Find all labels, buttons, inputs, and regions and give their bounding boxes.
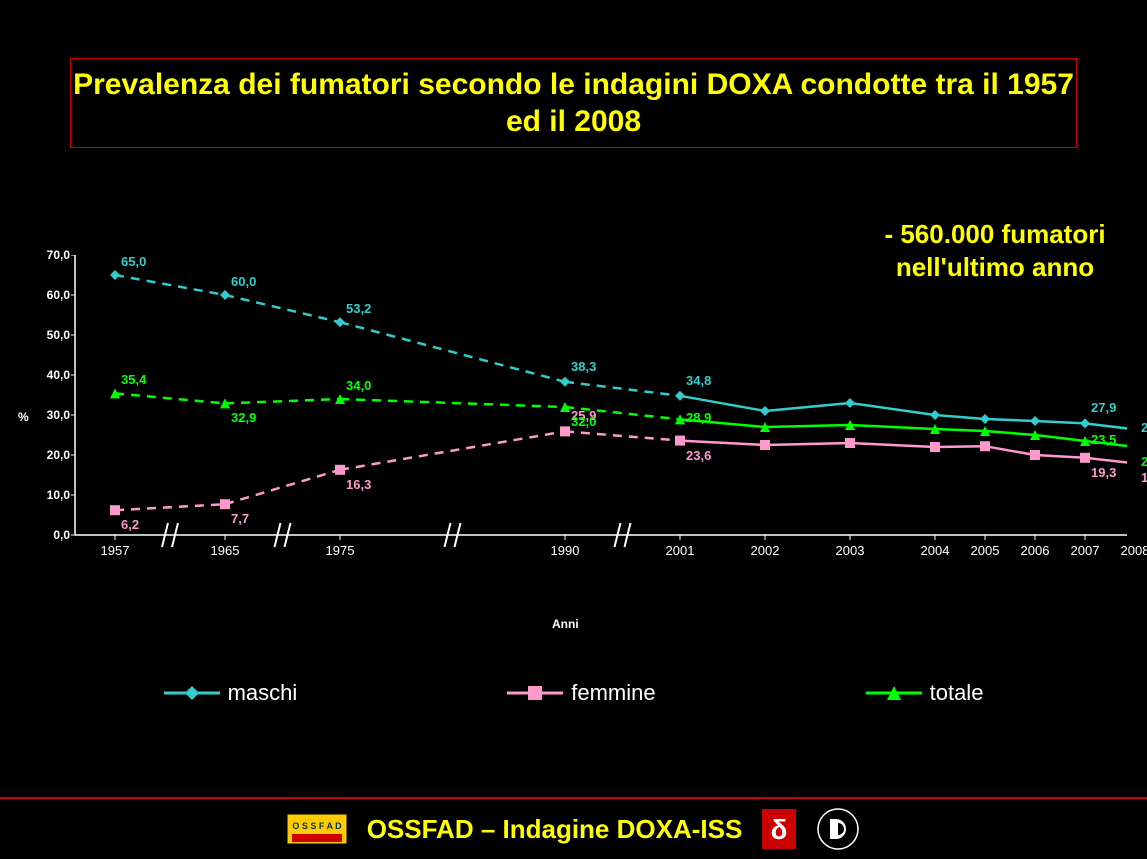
y-tick-label: 50,0	[20, 328, 70, 342]
y-tick-label: 0,0	[20, 528, 70, 542]
x-tick-label: 1975	[326, 543, 355, 558]
data-label: 22,0	[1141, 454, 1147, 469]
svg-text:δ: δ	[771, 814, 788, 845]
footer: O S S F A D OSSFAD – Indagine DOXA-ISS δ	[0, 797, 1147, 859]
slide: Prevalenza dei fumatori secondo le indag…	[0, 0, 1147, 859]
data-label: 34,8	[686, 373, 711, 388]
y-tick-label: 40,0	[20, 368, 70, 382]
footer-text: OSSFAD – Indagine DOXA-ISS	[367, 814, 743, 845]
x-tick-label: 2008	[1121, 543, 1147, 558]
legend: maschi femmine totale	[0, 680, 1147, 706]
legend-label: totale	[930, 680, 984, 706]
data-label: 28,9	[686, 410, 711, 425]
data-label: 27,9	[1091, 400, 1116, 415]
x-tick-label: 2002	[751, 543, 780, 558]
x-axis-label: Anni	[552, 617, 579, 631]
data-label: 60,0	[231, 274, 256, 289]
y-tick-label: 20,0	[20, 448, 70, 462]
data-label: 32,9	[231, 410, 256, 425]
data-label: 26,4	[1141, 420, 1147, 435]
y-tick-label: 70,0	[20, 248, 70, 262]
data-label: 65,0	[121, 254, 146, 269]
legend-label: femmine	[571, 680, 655, 706]
x-tick-label: 2007	[1071, 543, 1100, 558]
data-label: 19,3	[1091, 465, 1116, 480]
x-tick-label: 2005	[971, 543, 1000, 558]
data-label: 6,2	[121, 517, 139, 532]
data-label: 32,0	[571, 414, 596, 429]
data-label: 34,0	[346, 378, 371, 393]
data-label: 35,4	[121, 372, 146, 387]
y-tick-label: 10,0	[20, 488, 70, 502]
data-label: 53,2	[346, 301, 371, 316]
data-label: 23,6	[686, 448, 711, 463]
data-label: 17,9	[1141, 470, 1147, 485]
legend-item: totale	[866, 680, 984, 706]
legend-label: maschi	[228, 680, 298, 706]
legend-item: maschi	[164, 680, 298, 706]
iss-logo	[816, 807, 860, 851]
title-box: Prevalenza dei fumatori secondo le indag…	[70, 58, 1077, 148]
x-tick-label: 2004	[921, 543, 950, 558]
x-tick-label: 2006	[1021, 543, 1050, 558]
data-label: 38,3	[571, 359, 596, 374]
y-tick-label: 60,0	[20, 288, 70, 302]
svg-text:O S S F A D: O S S F A D	[292, 821, 342, 831]
x-tick-label: 2001	[666, 543, 695, 558]
x-tick-label: 1965	[211, 543, 240, 558]
chart: % 0,010,020,030,040,050,060,070,01957196…	[20, 255, 1127, 585]
x-tick-label: 1990	[551, 543, 580, 558]
x-tick-label: 2003	[836, 543, 865, 558]
ossfad-logo: O S S F A D	[287, 809, 347, 849]
x-tick-label: 1957	[101, 543, 130, 558]
data-label: 7,7	[231, 511, 249, 526]
delta-logo: δ	[762, 809, 796, 849]
data-label: 23,5	[1091, 432, 1116, 447]
slide-title: Prevalenza dei fumatori secondo le indag…	[71, 66, 1076, 141]
data-label: 16,3	[346, 477, 371, 492]
y-tick-label: 30,0	[20, 408, 70, 422]
legend-item: femmine	[507, 680, 655, 706]
